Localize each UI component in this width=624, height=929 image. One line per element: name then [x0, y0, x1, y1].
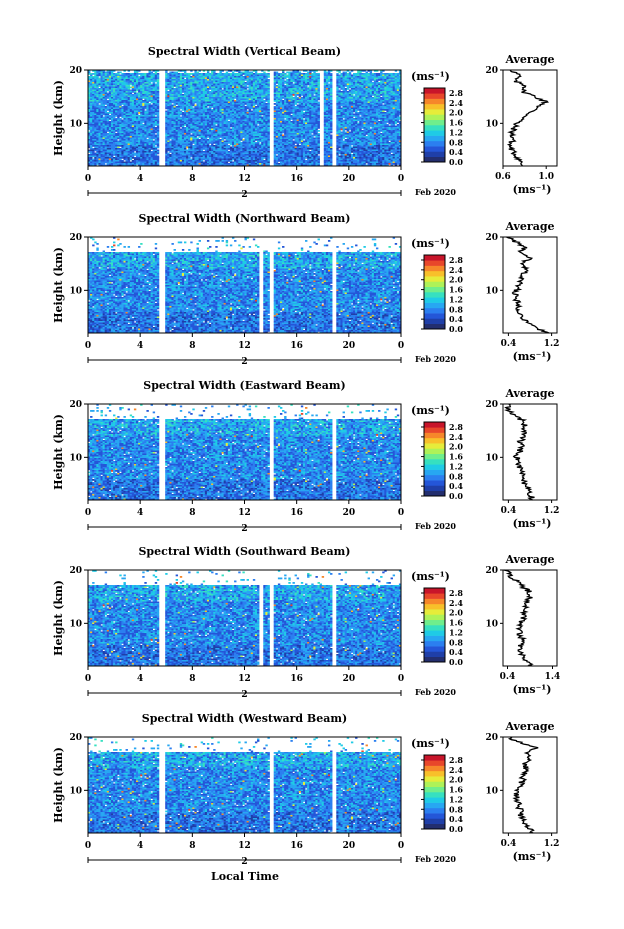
heatmap-cell — [286, 72, 288, 74]
heatmap-cell — [119, 72, 121, 74]
heatmap-cells — [88, 70, 401, 166]
heatmap-cell — [267, 76, 269, 78]
heatmap-cell — [328, 81, 330, 83]
heatmap-cell — [184, 76, 186, 78]
heatmap-cell — [338, 72, 340, 74]
heatmap-cell — [155, 81, 157, 83]
heatmap-cell — [242, 73, 244, 75]
heatmap-cell — [284, 78, 286, 80]
heatmap-cell — [378, 79, 380, 81]
heatmap-cell — [92, 73, 94, 75]
heatmap-cell — [245, 79, 247, 81]
figure-canvas: Spectral Width (Vertical Beam)2010Height… — [0, 0, 624, 929]
panel-0: Spectral Width (Vertical Beam)2010Height… — [52, 45, 557, 200]
heatmap-cell — [138, 73, 140, 75]
heatmap-cell — [98, 75, 100, 77]
heatmap-cell — [286, 76, 288, 78]
heatmap-cell — [372, 79, 374, 81]
heatmap-cell — [292, 81, 294, 83]
heatmap-cell — [151, 81, 153, 83]
panel-title: Spectral Width (Vertical Beam) — [148, 45, 341, 58]
heatmap-cell — [190, 73, 192, 75]
